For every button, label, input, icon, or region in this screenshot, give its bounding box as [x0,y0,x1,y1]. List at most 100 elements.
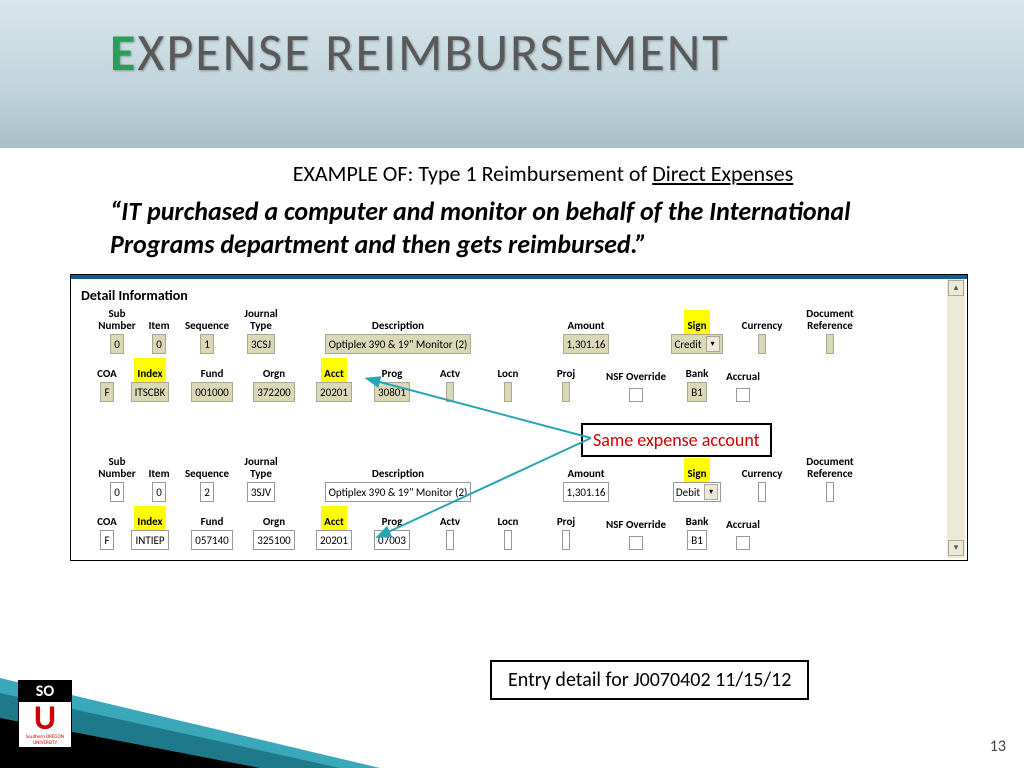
dropdown-arrow-icon[interactable]: ▾ [704,484,718,500]
hdr2-locn: Locn [498,506,519,530]
g1-actv[interactable] [446,382,454,402]
scrollbar[interactable]: ▴ ▾ [947,279,965,558]
g2-sub[interactable]: 0 [110,482,124,502]
g2-locn[interactable] [504,530,512,550]
hdr-item: Item [148,310,169,334]
content-area: EXAMPLE OF: Type 1 Reimbursement of Dire… [0,148,1024,561]
title-rest: XPENSE REIMBURSEMENT [137,20,729,84]
slide-title-bar: EXPENSE REIMBURSEMENT [0,0,1024,148]
hdr-sign: Sign [684,310,709,334]
hdr2-prog: Prog [382,506,403,530]
g1-acct[interactable]: 20201 [316,382,352,402]
g2-fund[interactable]: 057140 [191,530,232,550]
page-number: 13 [990,737,1006,756]
g1-proj[interactable] [562,382,570,402]
g1-seq[interactable]: 1 [200,334,214,354]
hdr2-acct: Acct [321,506,347,530]
g1-jtype[interactable]: 3CSJ [247,334,275,354]
detail-info-panel: Detail Information ▴ ▾ SubNumber0 Item0 … [70,274,968,561]
g1-coa[interactable]: F [100,382,113,402]
g2-index[interactable]: INTIEP [131,530,168,550]
hdr2-seq: Sequence [185,458,229,482]
g2-prog[interactable]: 07003 [374,530,410,550]
g1-desc[interactable]: Optiplex 390 & 19" Monitor (2) [325,334,472,354]
g2-accrual-check[interactable] [736,536,750,550]
g2-desc[interactable]: Optiplex 390 & 19" Monitor (2) [325,482,472,502]
hdr2-jtype: JournalType [244,458,277,482]
g1-amount[interactable]: 1,301.16 [563,334,610,354]
g2-item[interactable]: 0 [152,482,166,502]
scroll-up-icon[interactable]: ▴ [948,280,964,296]
example-line: EXAMPLE OF: Type 1 Reimbursement of Dire… [110,160,976,187]
hdr-desc: Description [372,310,424,334]
hdr-jtype: JournalType [244,310,277,334]
g2-amount[interactable]: 1,301.16 [563,482,610,502]
sou-logo: SO U Southern OREGON UNIVERSITY [18,680,72,748]
hdr2-amount: Amount [567,458,604,482]
hdr-index: Index [134,358,165,382]
g1-orgn[interactable]: 372200 [253,382,294,402]
hdr-sub: SubNumber [98,310,135,334]
g2-orgn[interactable]: 325100 [253,530,294,550]
quote-text: “IT purchased a computer and monitor on … [110,195,936,260]
scroll-down-icon[interactable]: ▾ [948,540,964,556]
hdr-proj: Proj [557,358,575,382]
hdr-coa: COA [97,358,117,382]
g1-sub[interactable]: 0 [110,334,124,354]
hdr-prog: Prog [382,358,403,382]
hdr-seq: Sequence [185,310,229,334]
g2-acct[interactable]: 20201 [316,530,352,550]
hdr2-item: Item [148,458,169,482]
hdr-docref: DocumentReference [806,310,853,334]
example-prefix: EXAMPLE OF: Type 1 Reimbursement of [293,160,652,187]
g1-docref[interactable] [826,334,834,354]
hdr-nsf: NSF Override [606,361,666,385]
hdr-acct: Acct [321,358,347,382]
g2-docref[interactable] [826,482,834,502]
g1-curr[interactable] [758,334,766,354]
title-e: E [110,20,137,84]
hdr2-proj: Proj [557,506,575,530]
g2-nsf-check[interactable] [629,536,643,550]
g2-sign[interactable]: Debit▾ [673,482,721,502]
hdr-fund: Fund [201,358,224,382]
g1-index[interactable]: ITSCBK [131,382,170,402]
grid1-row2: COAF IndexITSCBK Fund001000 Orgn372200 A… [71,358,967,406]
g1-prog[interactable]: 30801 [374,382,410,402]
dropdown-arrow-icon[interactable]: ▾ [706,336,720,352]
detail-title: Detail Information [71,279,967,310]
g2-bank[interactable]: B1 [687,530,707,550]
hdr-amount: Amount [567,310,604,334]
g2-seq[interactable]: 2 [200,482,214,502]
hdr2-sign: Sign [684,458,709,482]
hdr2-sub: SubNumber [98,458,135,482]
callout-same-account: Same expense account [581,423,772,457]
g1-locn[interactable] [504,382,512,402]
g2-curr[interactable] [758,482,766,502]
logo-name: Southern OREGON UNIVERSITY [19,734,71,746]
example-underlined: Direct Expenses [652,160,793,187]
hdr-accrual: Accrual [726,361,760,385]
hdr-locn: Locn [498,358,519,382]
hdr2-desc: Description [372,458,424,482]
hdr2-orgn: Orgn [263,506,285,530]
logo-u: U [19,704,71,734]
hdr-actv: Actv [440,358,460,382]
grid2-row2: COAF IndexINTIEP Fund057140 Orgn325100 A… [71,506,967,560]
g1-item[interactable]: 0 [152,334,166,354]
grid2-row1: SubNumber0 Item0 Sequence2 JournalType3S… [71,458,967,506]
hdr2-nsf: NSF Override [606,509,666,533]
g2-proj[interactable] [562,530,570,550]
g1-accrual-check[interactable] [736,388,750,402]
g2-actv[interactable] [446,530,454,550]
hdr-orgn: Orgn [263,358,285,382]
g1-fund[interactable]: 001000 [191,382,232,402]
footer-entry-detail: Entry detail for J0070402 11/15/12 [490,660,809,700]
hdr-bank: Bank [686,358,709,382]
g1-nsf-check[interactable] [629,388,643,402]
g1-bank[interactable]: B1 [687,382,707,402]
g2-coa[interactable]: F [100,530,113,550]
g2-jtype[interactable]: 3SJV [247,482,275,502]
grid1-row1: SubNumber0 Item0 Sequence1 JournalType3C… [71,310,967,358]
g1-sign[interactable]: Credit▾ [671,334,722,354]
